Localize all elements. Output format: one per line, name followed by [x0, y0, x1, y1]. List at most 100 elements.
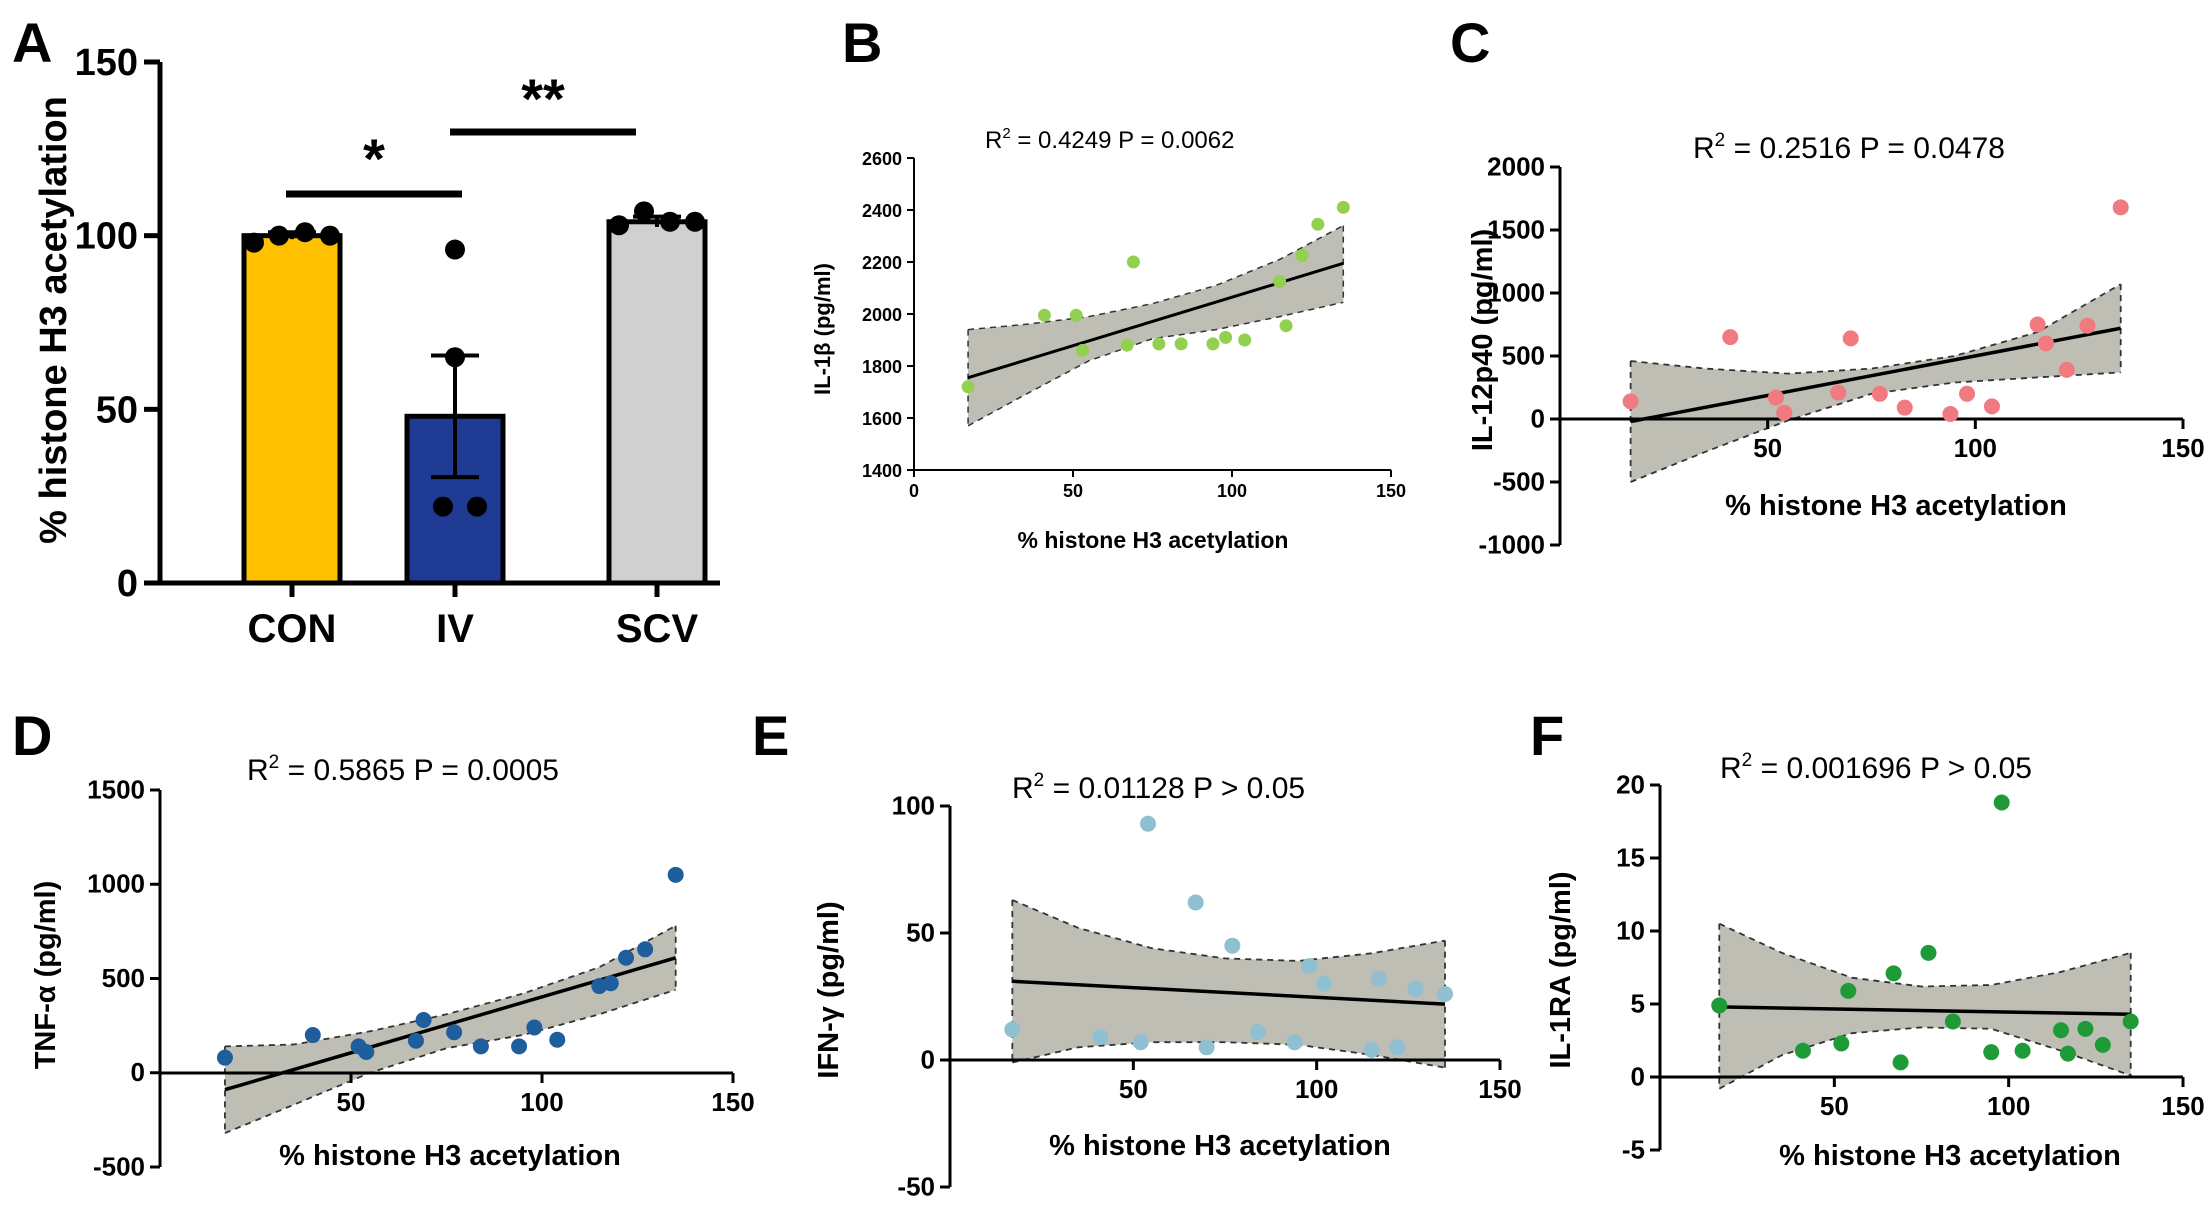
data-point-e [1437, 985, 1453, 1002]
y-tick-label-a: 150 [75, 42, 138, 84]
regression-line-e [1012, 979, 1446, 1006]
x-tick-label-e: 100 [1295, 1074, 1338, 1104]
y-tick-label-d: 1500 [87, 774, 145, 804]
data-point-c [1842, 330, 1859, 347]
x-axis-label-e: % histone H3 acetylation [1049, 1130, 1391, 1162]
data-point-f [1794, 1042, 1811, 1059]
y-axis-label-f: IL-1RA (pg/ml) [1545, 871, 1577, 1068]
data-point-e [1286, 1034, 1303, 1051]
data-point-f [1885, 965, 1902, 982]
confidence-upper-d [224, 924, 677, 1048]
data-point-d [637, 941, 654, 958]
x-tick-label-b: 50 [1063, 481, 1083, 501]
scatter-chart-panel-f: IL-1RA (pg/ml) % histone H3 acetylation … [1545, 750, 2205, 1172]
panel-letter-b: B [842, 11, 882, 74]
x-tick-label-a: IV [436, 607, 474, 651]
data-point-e [1140, 815, 1156, 832]
data-point-d [472, 1038, 489, 1055]
data-point-f [1920, 944, 1937, 961]
data-point-scv [634, 201, 654, 222]
regression-line-f [1719, 1005, 2131, 1016]
data-point-c [1776, 404, 1793, 421]
data-point-iv [445, 239, 465, 260]
data-point-e [1301, 958, 1318, 975]
x-axis-label-c: % histone H3 acetylation [1725, 490, 2067, 522]
data-point-e [1132, 1034, 1149, 1051]
data-point-iv [467, 496, 487, 517]
panel-letter-a: A [12, 11, 52, 74]
y-axis-label-b: IL-1β (pg/ml) [810, 263, 835, 395]
y-tick-label-b: 1400 [862, 461, 902, 481]
data-point-e [1224, 937, 1241, 954]
significance-label: * [363, 127, 385, 190]
data-point-b [1069, 308, 1083, 322]
data-point-b [1206, 337, 1220, 351]
scatter-chart-panel-d: TNF-α (pg/ml) % histone H3 acetylation R… [30, 752, 755, 1181]
data-point-iv [433, 496, 453, 517]
data-point-f [2077, 1020, 2094, 1037]
stats-annotation-e: R2 = 0.01128 P > 0.05 [1012, 770, 1305, 805]
y-tick-label-a: 100 [75, 216, 138, 258]
data-point-c [1871, 385, 1888, 402]
y-tick-label-d: -500 [93, 1151, 145, 1181]
y-tick-label-c: 1500 [1487, 214, 1545, 244]
data-point-b [1120, 338, 1134, 352]
data-point-e [1187, 894, 1204, 911]
data-point-b [1037, 308, 1051, 322]
y-tick-label-e: 0 [921, 1044, 935, 1074]
data-point-b [1311, 217, 1325, 231]
stats-annotation-b: R2 = 0.4249 P = 0.0062 [985, 125, 1234, 154]
y-axis-label-d: TNF-α (pg/ml) [30, 881, 62, 1070]
data-point-iv [445, 347, 465, 368]
data-point-c [1622, 393, 1639, 410]
data-point-c [1896, 399, 1913, 416]
data-point-f [1840, 982, 1857, 999]
significance-label: ** [521, 67, 565, 130]
data-point-e [1198, 1039, 1215, 1056]
y-tick-label-c: -500 [1493, 466, 1545, 496]
data-point-c [2037, 335, 2054, 352]
data-point-e [1363, 1041, 1380, 1058]
data-point-c [1722, 329, 1739, 346]
y-tick-label-e: -50 [897, 1171, 935, 1201]
scatter-chart-panel-e: IFN-γ (pg/ml) % histone H3 acetylation R… [813, 770, 1522, 1201]
y-axis-label-a: % histone H3 acetylation [33, 96, 75, 544]
x-tick-label-d: 100 [520, 1087, 563, 1117]
stats-annotation-d: R2 = 0.5865 P = 0.0005 [247, 752, 559, 787]
scatter-chart-panel-b: IL-1β (pg/ml) % histone H3 acetylation R… [810, 125, 1406, 553]
y-tick-label-f: 10 [1616, 915, 1645, 945]
data-point-f [2052, 1022, 2069, 1039]
stats-annotation-f: R2 = 0.001696 P > 0.05 [1720, 750, 2032, 785]
y-tick-label-f: 5 [1631, 988, 1645, 1018]
data-point-f [2122, 1013, 2139, 1030]
data-point-scv [660, 211, 680, 232]
data-point-c [1959, 385, 1976, 402]
confidence-lower-b [967, 301, 1344, 427]
y-tick-label-c: 2000 [1487, 151, 1545, 181]
data-point-f [1711, 997, 1728, 1014]
y-tick-label-d: 500 [102, 963, 145, 993]
data-point-d [618, 949, 635, 966]
data-point-d [304, 1027, 321, 1044]
data-point-e [1407, 980, 1424, 997]
x-tick-label-e: 50 [1119, 1074, 1148, 1104]
y-tick-label-d: 0 [131, 1057, 145, 1087]
x-tick-label-c: 50 [1753, 433, 1782, 463]
x-tick-label-c: 100 [1954, 433, 1997, 463]
data-point-e [1389, 1039, 1406, 1056]
x-tick-label-b: 150 [1376, 481, 1406, 501]
data-point-b [1126, 255, 1140, 269]
data-point-e [1371, 970, 1387, 987]
data-point-c [1830, 384, 1847, 401]
y-tick-label-b: 2200 [862, 253, 902, 273]
data-point-f [2014, 1042, 2031, 1059]
data-point-b [1295, 249, 1309, 262]
confidence-band-c [1630, 284, 2121, 482]
data-point-d [358, 1044, 375, 1061]
y-tick-label-b: 1800 [862, 357, 902, 377]
data-point-con [320, 225, 340, 246]
data-point-f [1993, 794, 2010, 811]
data-point-f [2094, 1036, 2111, 1053]
stats-annotation-c: R2 = 0.2516 P = 0.0478 [1693, 130, 2005, 165]
